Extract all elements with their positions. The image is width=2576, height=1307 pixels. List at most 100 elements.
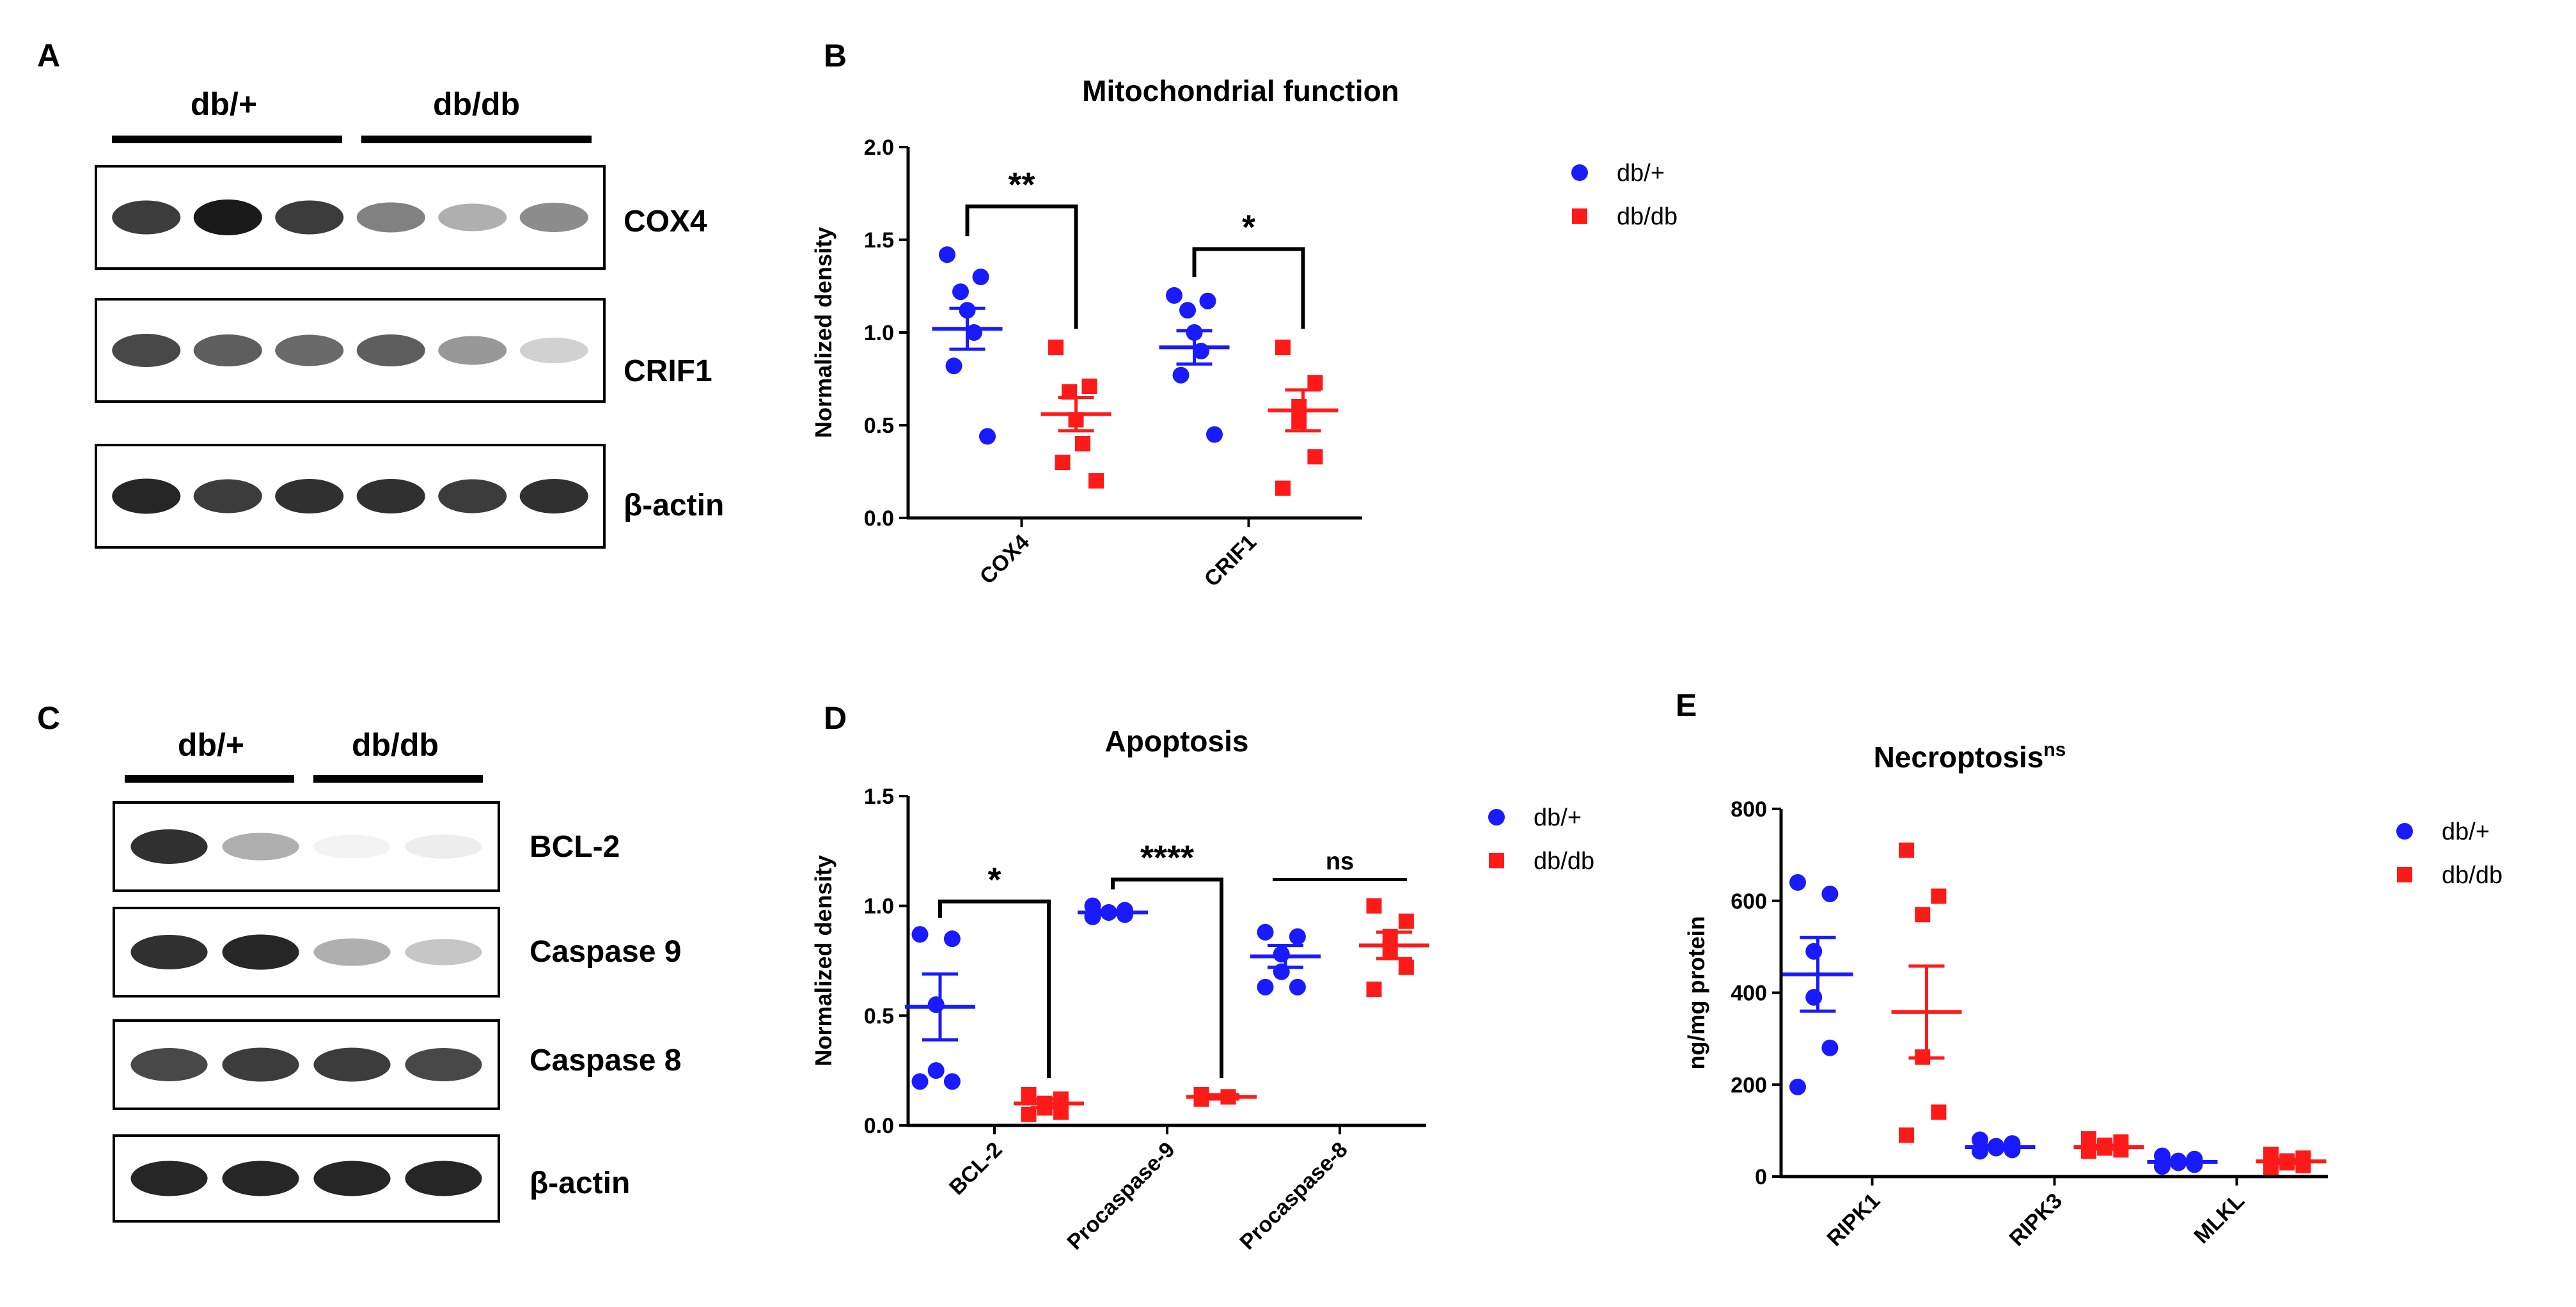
- band-cox4-lane-1: [112, 200, 181, 235]
- band-bcl-2-lane-1: [130, 829, 208, 864]
- band-caspase-9-lane-3: [313, 938, 391, 966]
- legend-label-db-db: db/db: [1534, 848, 1594, 875]
- band-cox4-lane-6: [519, 203, 588, 232]
- panel-letter-c: C: [37, 700, 60, 736]
- legend-label-db-db: db/db: [2442, 862, 2502, 889]
- y-axis-title: Normalized density: [810, 855, 836, 1066]
- y-tick-label: 1.5: [864, 228, 894, 253]
- x-tick-label-procaspase-8: Procaspase-8: [1235, 1138, 1352, 1255]
- band-actin-lane-2: [222, 1161, 299, 1196]
- y-tick-label: 600: [1731, 889, 1767, 914]
- band-actin-lane-2: [193, 479, 262, 513]
- legend-marker-db-db: [2397, 867, 2412, 882]
- point-db-ripk1: [1821, 885, 1839, 902]
- y-axis-title: Normalized density: [810, 227, 836, 438]
- significance-bracket: [1192, 247, 1305, 329]
- band-cox4-lane-2: [193, 200, 262, 235]
- point-db-procaspase-8: [1257, 978, 1274, 996]
- legend-marker-db-plus: [2396, 823, 2413, 840]
- point-db-ripk1: [1789, 874, 1806, 891]
- chart-title-superscript: ns: [2043, 739, 2066, 760]
- panel-letter-a: A: [37, 38, 60, 74]
- band-crif1-lane-4: [356, 334, 425, 366]
- band-caspase-8-lane-1: [130, 1048, 208, 1081]
- blot-frame-beta-actin: [95, 444, 606, 549]
- band-actin-lane-3: [275, 479, 344, 513]
- blot-frame-cox4: [95, 165, 606, 270]
- significance-label-procaspase-9: ****: [1140, 838, 1194, 877]
- point-db-procaspase-8: [1257, 923, 1274, 941]
- panel-letter-e: E: [1676, 687, 1697, 723]
- band-caspase-8-lane-4: [405, 1048, 482, 1081]
- point-db-cox4: [972, 269, 989, 285]
- y-axis-title: ng/mg protein: [1683, 916, 1709, 1070]
- band-bcl-2-lane-2: [222, 833, 299, 861]
- group-label-db-plus: db/+: [191, 86, 257, 122]
- x-tick-label-ripk1: RIPK1: [1822, 1189, 1885, 1251]
- point-db-db-cox4: [1088, 473, 1104, 489]
- band-bcl-2-lane-3: [313, 834, 391, 859]
- panel-letter-d: D: [824, 700, 847, 736]
- point-db-procaspase-8: [1289, 928, 1306, 945]
- legend-label-db: db/+: [1617, 160, 1665, 187]
- legend-marker-db-db: [1489, 853, 1504, 868]
- significance-bracket: [1111, 877, 1223, 1079]
- band-actin-lane-1: [112, 478, 181, 514]
- x-tick-label-ripk3: RIPK3: [2004, 1189, 2067, 1251]
- y-tick-label: 1.0: [864, 895, 894, 919]
- band-bcl-2-lane-4: [405, 834, 482, 859]
- point-db-crif1: [1179, 302, 1196, 319]
- y-tick-label: 200: [1731, 1073, 1767, 1097]
- point-db-db-ripk1: [1899, 842, 1914, 858]
- point-db-bcl-2: [927, 1062, 945, 1079]
- point-db-cox4: [939, 246, 955, 263]
- y-tick-label: 1.5: [864, 785, 894, 809]
- band-crif1-lane-1: [112, 334, 181, 367]
- significance-label-cox4: **: [1008, 166, 1035, 204]
- significance-bracket: [938, 899, 1051, 1079]
- point-db-db-procaspase-8: [1366, 982, 1382, 998]
- legend-label-db: db/+: [2442, 818, 2490, 845]
- point-db-crif1: [1199, 292, 1216, 309]
- point-db-cox4: [945, 357, 962, 375]
- significance-label-procaspase-8: ns: [1326, 848, 1354, 875]
- point-db-bcl-2: [911, 926, 929, 943]
- point-db-bcl-2: [943, 1073, 961, 1090]
- band-actin-lane-5: [438, 479, 507, 513]
- western-blot-c: db/+ db/db BCL-2 Caspase 9 Caspase 8 β-a…: [113, 727, 682, 1223]
- blot-label-crif1: CRIF1: [624, 354, 712, 388]
- panel-letter-b: B: [824, 38, 847, 74]
- point-db-db-ripk1: [1931, 888, 1947, 904]
- blot-label-caspase-8: Caspase 8: [530, 1044, 682, 1077]
- band-crif1-lane-5: [438, 336, 507, 365]
- band-crif1-lane-6: [519, 338, 588, 363]
- band-actin-lane-4: [356, 479, 425, 513]
- significance-label-bcl-2: *: [987, 861, 1001, 899]
- group-label-db-db: db/db: [433, 86, 520, 122]
- point-db-db-ripk1: [1931, 1104, 1947, 1120]
- band-caspase-8-lane-3: [313, 1047, 391, 1082]
- x-tick-label-cox4: COX4: [975, 530, 1034, 589]
- point-db-db-procaspase-8: [1398, 959, 1414, 975]
- significance-bracket: [965, 204, 1078, 329]
- significance-label-crif1: *: [1242, 208, 1255, 247]
- western-blot-a: db/+ db/db COX4 CRIF1 β-actin: [95, 86, 724, 549]
- chart-b: Mitochondrial function 0.0 0.5 1.0 1.5 2.0 Nor…: [810, 74, 1677, 591]
- y-tick-label: 800: [1731, 797, 1767, 822]
- band-actin-lane-6: [519, 479, 588, 513]
- point-db-db-ripk1: [1915, 907, 1931, 923]
- point-db-ripk1: [1805, 943, 1823, 960]
- y-tick-label: 1.0: [864, 321, 894, 345]
- point-db-crif1: [1206, 426, 1223, 443]
- legend-label-db-db: db/db: [1617, 203, 1677, 230]
- point-db-bcl-2: [911, 1073, 929, 1090]
- band-cox4-lane-4: [356, 202, 425, 233]
- y-tick-label: 0.5: [864, 414, 894, 438]
- point-db-procaspase-8: [1289, 978, 1306, 996]
- band-cox4-lane-5: [438, 203, 507, 231]
- y-tick-label: 0: [1755, 1165, 1767, 1189]
- legend-marker-db-db: [1572, 208, 1587, 224]
- point-db-db-crif1: [1307, 449, 1323, 465]
- y-tick-label: 0.5: [864, 1004, 894, 1028]
